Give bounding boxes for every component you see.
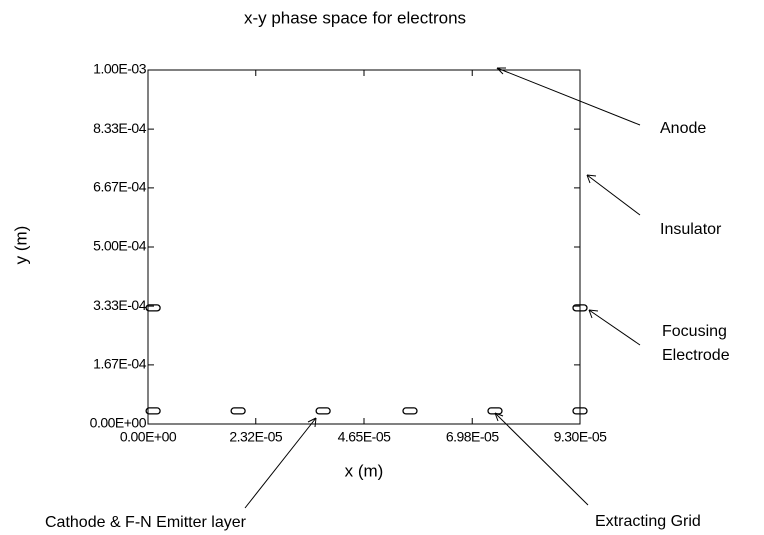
x-tick-label: 4.65E-05 — [338, 429, 392, 445]
electron-cluster — [315, 407, 331, 415]
annotation: Focusing Electrode — [662, 323, 730, 364]
x-tick-label: 2.32E-05 — [229, 429, 283, 445]
y-tick-label: 1.67E-04 — [93, 356, 147, 372]
electron-cluster — [230, 407, 246, 415]
arrow — [494, 412, 589, 506]
y-tick-label: 0.00E+00 — [90, 415, 147, 431]
electron-cluster — [145, 407, 161, 415]
plot-frame — [147, 69, 581, 425]
arrow-head — [586, 174, 597, 184]
x-axis-label: x (m) — [345, 461, 384, 480]
electron-cluster — [402, 407, 418, 415]
arrow — [586, 174, 641, 216]
electron-cluster — [145, 304, 161, 312]
annotation: Extracting Grid — [595, 513, 701, 530]
y-tick-label: 5.00E-04 — [93, 238, 147, 254]
annotation: Cathode & F-N Emitter layer — [45, 514, 246, 531]
y-tick-label: 3.33E-04 — [93, 297, 147, 313]
y-tick-label: 6.67E-04 — [93, 179, 147, 195]
x-tick-label: 6.98E-05 — [446, 429, 500, 445]
arrow — [588, 309, 641, 346]
y-tick-label: 8.33E-04 — [93, 120, 147, 136]
x-tick-label: 0.00E+00 — [120, 429, 177, 445]
annotation: Anode — [660, 120, 707, 137]
y-axis-label: y (m) — [11, 226, 30, 265]
arrow — [244, 417, 317, 509]
electron-cluster — [487, 407, 503, 415]
x-tick-label: 9.30E-05 — [554, 429, 608, 445]
annotation: Insulator — [660, 221, 722, 238]
arrow-head — [307, 417, 317, 428]
arrow — [496, 67, 641, 126]
electron-cluster — [572, 304, 588, 312]
y-tick-label: 1.00E-03 — [93, 61, 147, 77]
electron-cluster — [572, 407, 588, 415]
arrow-head — [496, 67, 506, 75]
arrow-head — [588, 309, 599, 319]
chart-title: x-y phase space for electrons — [244, 8, 466, 27]
